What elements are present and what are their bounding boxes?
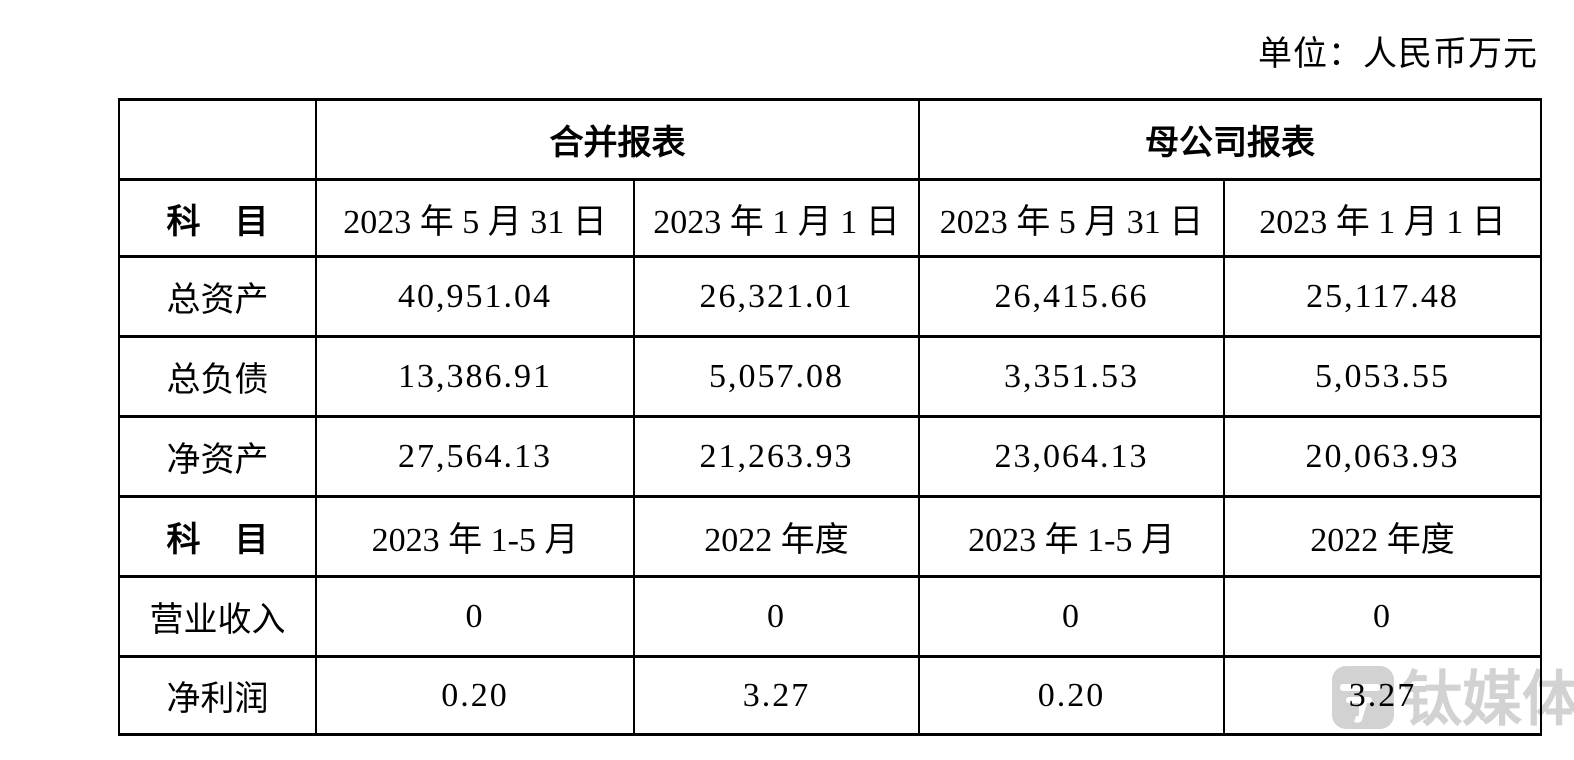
row-label-cell: 营业收入 <box>118 575 317 658</box>
table-row-net-assets: 净资产 27,564.13 21,263.93 23,064.13 20,063… <box>118 415 1542 498</box>
column-header-row-2: 科 目 2023 年 1-5 月 2022 年度 2023 年 1-5 月 20… <box>118 495 1542 578</box>
subject-header-cell: 科 目 <box>118 178 317 258</box>
column-header-cell: 2022 年度 <box>1223 495 1542 578</box>
table-row-total-assets: 总资产 40,951.04 26,321.01 26,415.66 25,117… <box>118 255 1542 338</box>
value-cell: 3,351.53 <box>918 335 1225 418</box>
column-header-row: 科 目 2023 年 5 月 31 日 2023 年 1 月 1 日 2023 … <box>118 178 1542 258</box>
table-row-net-profit: 净利润 0.20 3.27 0.20 3.27 <box>118 655 1542 736</box>
value-cell: 0.20 <box>918 655 1225 736</box>
group-header-parent: 母公司报表 <box>918 98 1542 181</box>
value-cell: 5,053.55 <box>1223 335 1542 418</box>
row-label-cell: 净利润 <box>118 655 317 736</box>
value-cell: 0 <box>633 575 920 658</box>
value-cell: 3.27 <box>1223 655 1542 736</box>
table-row-operating-revenue: 营业收入 0 0 0 0 <box>118 575 1542 658</box>
value-cell: 27,564.13 <box>315 415 635 498</box>
value-cell: 0 <box>315 575 635 658</box>
value-cell: 3.27 <box>633 655 920 736</box>
value-cell: 21,263.93 <box>633 415 920 498</box>
table-row-total-liabilities: 总负债 13,386.91 5,057.08 3,351.53 5,053.55 <box>118 335 1542 418</box>
value-cell: 0 <box>918 575 1225 658</box>
group-header-row: 合并报表 母公司报表 <box>118 98 1542 181</box>
column-header-cell: 2023 年 1-5 月 <box>315 495 635 578</box>
subject-header-cell: 科 目 <box>118 495 317 578</box>
column-header-cell: 2023 年 1-5 月 <box>918 495 1225 578</box>
row-label-cell: 总资产 <box>118 255 317 338</box>
column-header-cell: 2023 年 1 月 1 日 <box>1223 178 1542 258</box>
value-cell: 20,063.93 <box>1223 415 1542 498</box>
value-cell: 0 <box>1223 575 1542 658</box>
group-header-consolidated: 合并报表 <box>315 98 920 181</box>
value-cell: 26,415.66 <box>918 255 1225 338</box>
value-cell: 40,951.04 <box>315 255 635 338</box>
column-header-cell: 2023 年 5 月 31 日 <box>315 178 635 258</box>
value-cell: 13,386.91 <box>315 335 635 418</box>
blank-cell <box>118 98 317 181</box>
row-label-cell: 总负债 <box>118 335 317 418</box>
value-cell: 5,057.08 <box>633 335 920 418</box>
column-header-cell: 2023 年 1 月 1 日 <box>633 178 920 258</box>
column-header-cell: 2022 年度 <box>633 495 920 578</box>
column-header-cell: 2023 年 5 月 31 日 <box>918 178 1225 258</box>
row-label-cell: 净资产 <box>118 415 317 498</box>
financial-table: 合并报表 母公司报表 科 目 2023 年 5 月 31 日 2023 年 1 … <box>118 98 1542 736</box>
value-cell: 0.20 <box>315 655 635 736</box>
value-cell: 25,117.48 <box>1223 255 1542 338</box>
value-cell: 26,321.01 <box>633 255 920 338</box>
value-cell: 23,064.13 <box>918 415 1225 498</box>
unit-label: 单位：人民币万元 <box>1258 36 1538 73</box>
